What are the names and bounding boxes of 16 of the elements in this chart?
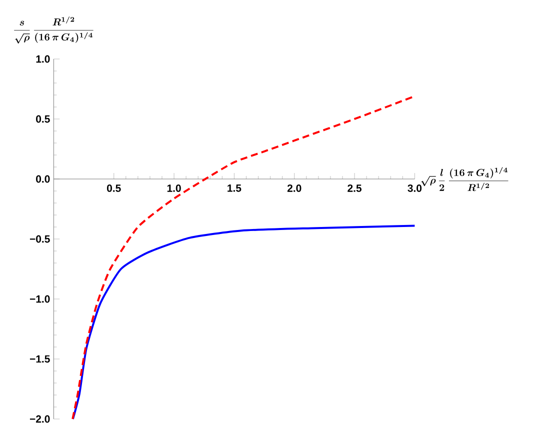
y-axis-title: $\frac{s}{\sqrt{\rho}}\,\frac{R^{1/2}}{(16\,\pi\,G_4)^{1/4}}$ — [14, 16, 94, 44]
y-tick-label: −1.5 — [30, 355, 50, 363]
x-tick-label: 1.0 — [167, 184, 181, 192]
x-tick-label: 3.0 — [408, 184, 422, 192]
x-axis-title: $\sqrt{\rho}\,\frac{l}{2}\,\frac{(16\,\pi\,G_4)^{1/4}}{R^{1/2}}$ — [420, 167, 508, 192]
y-tick-label: 1.0 — [36, 55, 50, 63]
y-tick-label: −0.5 — [30, 235, 50, 243]
y-tick-label: −2.0 — [30, 415, 50, 423]
y-tick-label: −1.0 — [30, 295, 50, 303]
x-tick-label: 2.5 — [348, 184, 362, 192]
x-tick-label: 1.5 — [228, 184, 242, 192]
line-series — [72, 224, 416, 420]
y-tick-label: 0.5 — [36, 115, 50, 123]
x-tick-label: 0.5 — [107, 184, 121, 192]
y-tick-label: 0.0 — [36, 175, 50, 183]
x-tick-label: 2.0 — [287, 184, 302, 192]
